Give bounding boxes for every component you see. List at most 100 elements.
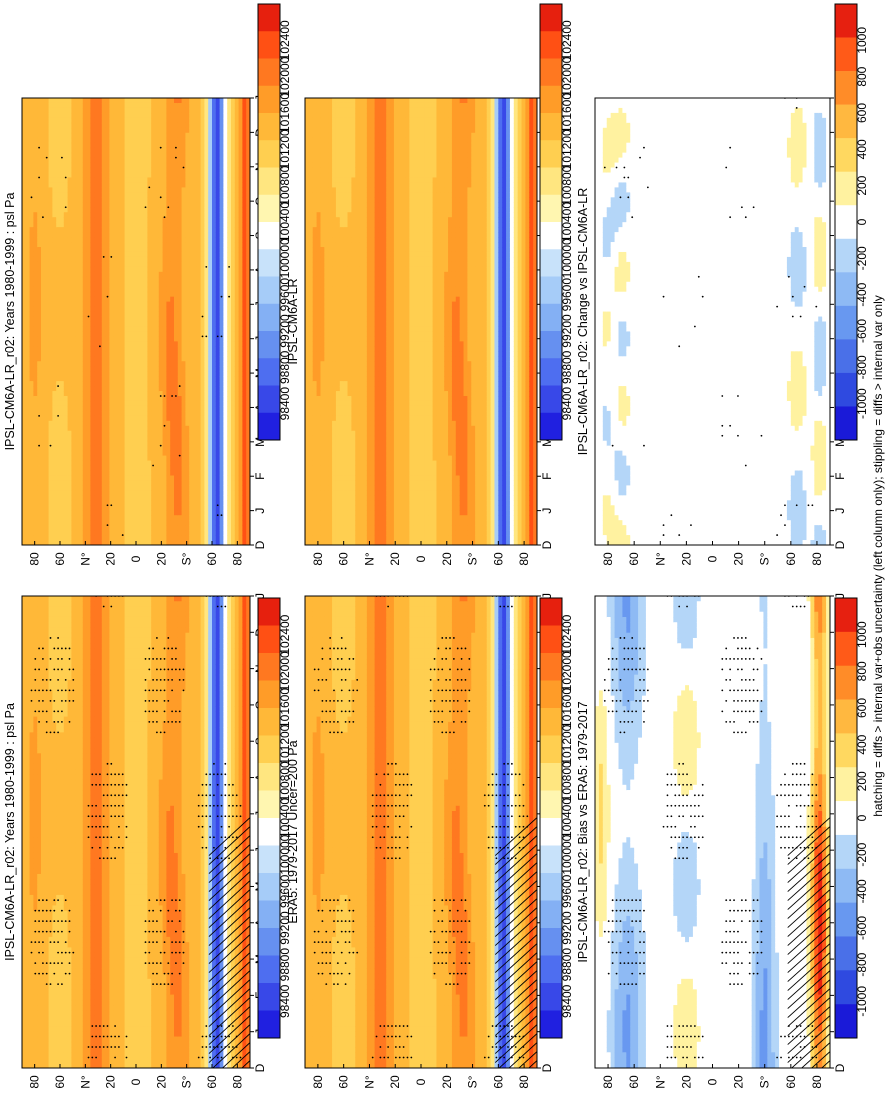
heatmap-cell	[48, 999, 53, 1006]
heatmap-cell	[60, 994, 65, 1001]
heatmap-cell	[193, 957, 198, 964]
heatmap-cell	[128, 1020, 133, 1027]
heatmap-cell	[101, 1026, 107, 1032]
heatmap-cell	[177, 952, 183, 959]
heatmap-cell	[147, 622, 152, 629]
heatmap-cell	[22, 601, 27, 608]
heatmap-cell	[166, 790, 171, 796]
heatmap-cell	[170, 947, 175, 954]
heatmap-cell	[98, 790, 103, 796]
heatmap-cell	[109, 1062, 114, 1068]
heatmap-cell	[52, 999, 57, 1006]
heatmap-cell	[166, 1041, 171, 1048]
heatmap-cell	[52, 606, 57, 613]
heatmap-cell	[212, 989, 217, 996]
heatmap-cell	[117, 758, 122, 765]
heatmap-cell	[143, 664, 148, 671]
heatmap-cell	[22, 716, 27, 723]
heatmap-cell	[231, 679, 236, 686]
heatmap-cell	[193, 637, 198, 644]
heatmap-cell	[79, 632, 84, 639]
heatmap-cell	[204, 727, 209, 733]
heatmap-cell	[113, 779, 118, 786]
heatmap-cell	[147, 879, 152, 886]
heatmap-cell	[143, 921, 148, 927]
heatmap-cell	[136, 690, 141, 697]
heatmap-cell	[139, 800, 145, 807]
heatmap-cell	[174, 643, 179, 650]
heatmap-cell	[67, 1010, 72, 1017]
heatmap-cell	[25, 821, 31, 828]
heatmap-cell	[185, 769, 190, 775]
heatmap-cell	[132, 989, 137, 996]
heatmap-cell	[86, 832, 91, 838]
heatmap-cell	[63, 1047, 69, 1053]
heatmap-cell	[124, 737, 129, 744]
heatmap-cell	[48, 900, 53, 907]
heatmap-cell	[147, 800, 152, 807]
heatmap-cell	[223, 648, 228, 655]
heatmap-cell	[215, 606, 221, 613]
heatmap-cell	[101, 685, 107, 691]
heatmap-cell	[67, 978, 72, 985]
heatmap-cell	[177, 632, 183, 639]
heatmap-cell	[90, 800, 95, 807]
heatmap-cell	[132, 685, 137, 691]
heatmap-cell	[139, 1036, 145, 1043]
heatmap-cell	[33, 622, 38, 629]
heatmap-cell	[37, 805, 42, 812]
heatmap-cell	[41, 1015, 46, 1022]
heatmap-cell	[223, 616, 228, 623]
heatmap-cell	[200, 837, 205, 844]
heatmap-cell	[117, 900, 122, 907]
heatmap-cell	[105, 795, 110, 802]
heatmap-cell	[37, 894, 42, 901]
heatmap-cell	[151, 658, 156, 665]
heatmap-cell	[109, 658, 114, 665]
heatmap-cell	[166, 915, 171, 922]
heatmap-cell	[174, 658, 179, 665]
heatmap-cell	[48, 842, 53, 849]
heatmap-cell	[101, 1020, 107, 1027]
heatmap-cell	[166, 658, 171, 665]
heatmap-cell	[189, 847, 194, 854]
heatmap-cell	[158, 858, 164, 865]
heatmap-cell	[75, 868, 80, 875]
heatmap-cell	[120, 1036, 126, 1043]
heatmap-cell	[90, 627, 95, 634]
heatmap-cell	[189, 669, 194, 676]
heatmap-cell	[60, 873, 65, 880]
heatmap-cell	[109, 1015, 114, 1022]
heatmap-cell	[147, 637, 152, 644]
heatmap-cell	[162, 1010, 167, 1017]
heatmap-cell	[170, 784, 175, 791]
heatmap-cell	[117, 921, 122, 927]
heatmap-cell	[52, 758, 57, 765]
heatmap-cell	[67, 921, 72, 927]
heatmap-cell	[185, 837, 190, 844]
heatmap-cell	[63, 795, 69, 802]
heatmap-cell	[158, 732, 164, 739]
heatmap-cell	[37, 842, 42, 849]
heatmap-cell	[215, 648, 221, 655]
heatmap-cell	[44, 821, 50, 828]
heatmap-cell	[105, 852, 110, 859]
heatmap-cell	[52, 795, 57, 802]
heatmap-cell	[231, 632, 236, 639]
heatmap-cell	[75, 821, 80, 828]
heatmap-cell	[223, 1036, 228, 1043]
heatmap-cell	[227, 611, 232, 618]
heatmap-cell	[162, 947, 167, 954]
heatmap-cell	[212, 721, 217, 728]
heatmap-cell	[155, 674, 160, 681]
heatmap-cell	[212, 1041, 217, 1048]
heatmap-cell	[231, 805, 236, 812]
heatmap-cell	[143, 984, 148, 990]
heatmap-cell	[86, 936, 91, 943]
heatmap-cell	[158, 716, 164, 723]
heatmap-cell	[212, 868, 217, 875]
heatmap-cell	[185, 732, 190, 739]
heatmap-cell	[86, 721, 91, 728]
heatmap-cell	[147, 873, 152, 880]
heatmap-cell	[109, 858, 114, 865]
